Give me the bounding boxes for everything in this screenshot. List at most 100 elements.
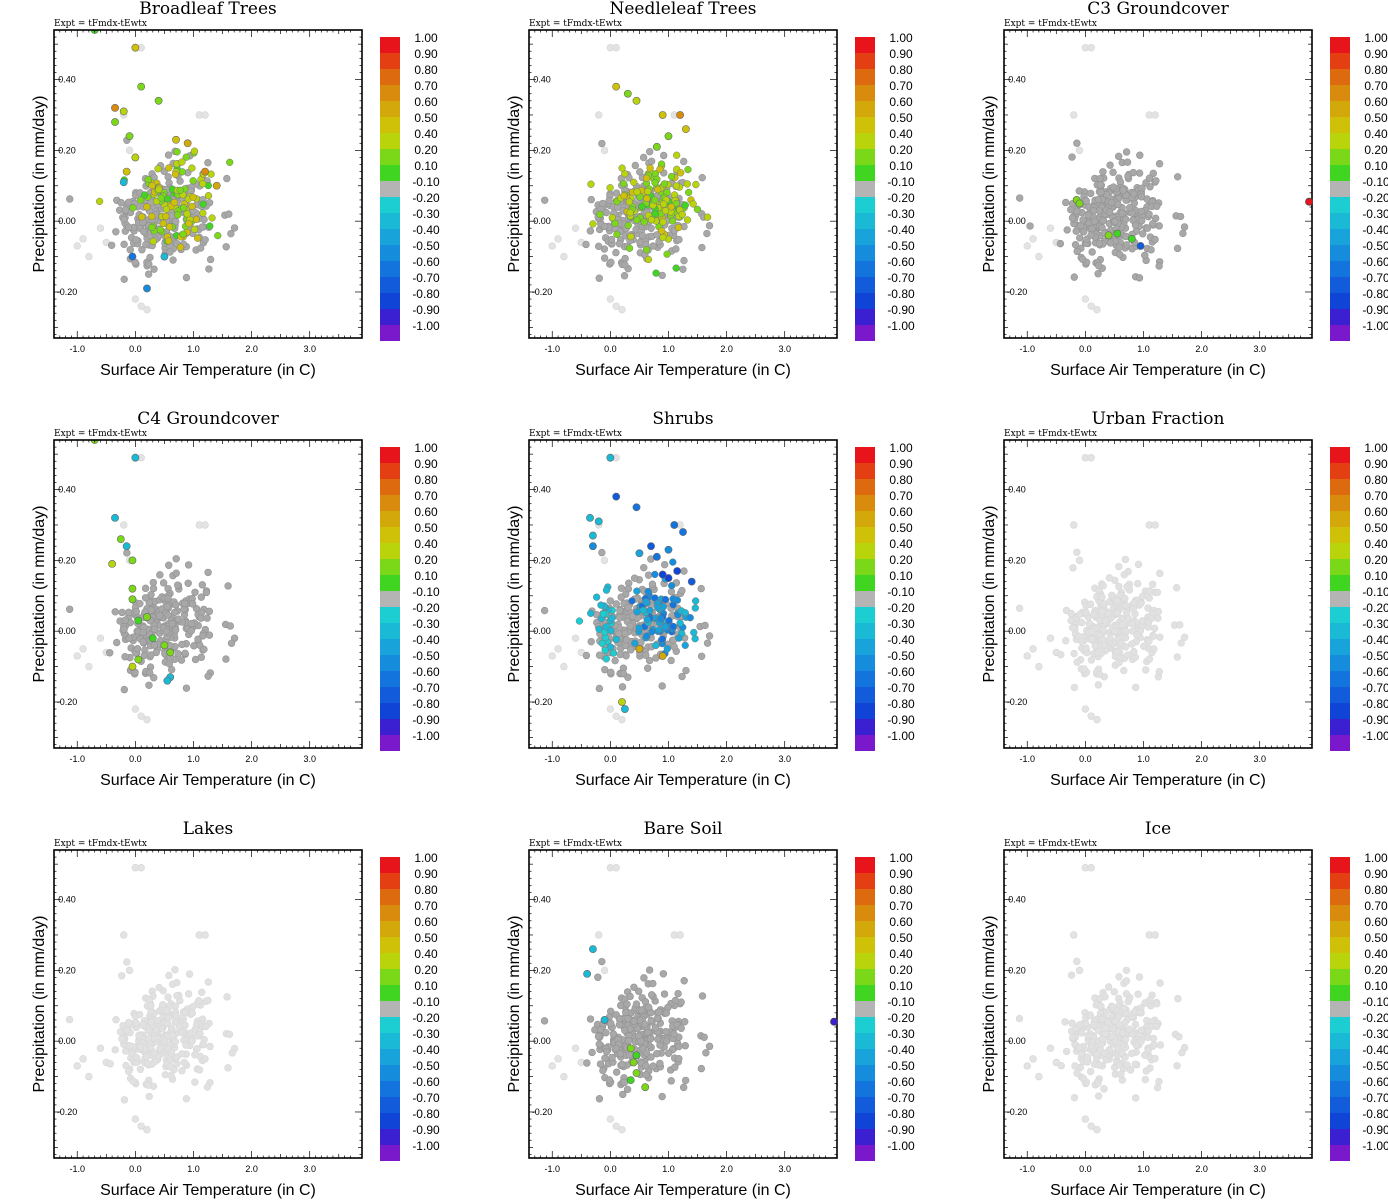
colorbar-label: 0.60	[1364, 95, 1388, 109]
colorbar-swatch	[380, 543, 400, 559]
data-point	[1117, 639, 1125, 647]
colorbar-label: -0.50	[1362, 649, 1388, 663]
data-point	[602, 655, 610, 663]
y-tick-label: -0.20	[57, 287, 78, 297]
data-point	[222, 243, 230, 251]
colorbar-swatch	[1330, 309, 1350, 325]
data-point	[703, 639, 712, 647]
colorbar-label: -0.40	[412, 633, 440, 647]
data-point	[662, 1028, 670, 1036]
data-point	[1079, 228, 1088, 236]
colorbar-label: -0.10	[887, 585, 915, 599]
data-point	[639, 232, 647, 240]
data-point	[214, 232, 222, 240]
data-point	[660, 180, 669, 188]
data-point	[1173, 244, 1182, 253]
data-point	[191, 1078, 199, 1086]
x-tick-label: 1.0	[187, 754, 200, 764]
data-point	[192, 215, 200, 224]
data-point	[654, 185, 662, 194]
colorbar-swatch	[380, 133, 400, 149]
data-point	[125, 966, 134, 975]
data-point	[164, 151, 173, 159]
data-point	[674, 223, 683, 232]
y-tick-label: -0.20	[57, 1107, 78, 1117]
data-point	[1023, 652, 1031, 660]
colorbar-label: -0.50	[1362, 239, 1388, 253]
data-point	[595, 651, 604, 659]
data-point	[700, 1033, 708, 1041]
data-point	[663, 645, 671, 653]
data-point	[204, 568, 212, 577]
colorbar-label: -0.50	[887, 1059, 915, 1073]
data-point	[1155, 1077, 1163, 1086]
colorbar-label: 0.20	[414, 963, 438, 977]
colorbar-swatch	[1330, 53, 1350, 69]
colorbar-label: 0.70	[414, 899, 438, 913]
data-point	[206, 255, 215, 264]
data-point	[163, 1006, 171, 1015]
plot-frame	[53, 29, 363, 339]
panel-title: Urban Fraction	[1092, 409, 1225, 429]
x-tick-label: 3.0	[303, 1164, 316, 1174]
colorbar-label: 0.50	[414, 521, 438, 535]
data-point	[667, 656, 675, 665]
data-point	[621, 629, 629, 638]
data-point	[1125, 1025, 1133, 1033]
data-point	[1130, 599, 1139, 607]
data-point	[212, 181, 221, 190]
data-point	[702, 1049, 710, 1057]
data-point	[541, 196, 549, 204]
experiment-label: Expt = tFmdx-tEwtx	[54, 429, 147, 439]
data-point	[65, 1015, 74, 1024]
colorbar-label: -0.20	[1362, 191, 1388, 205]
data-point	[1057, 650, 1065, 659]
data-point	[206, 222, 214, 230]
data-point	[156, 571, 164, 579]
data-point	[658, 1092, 666, 1101]
colorbar-swatch	[380, 293, 400, 309]
colorbar-swatch	[855, 1081, 875, 1097]
data-point	[143, 305, 151, 314]
y-tick-label: 0.20	[1008, 555, 1026, 565]
data-point	[679, 528, 687, 536]
data-point	[624, 603, 632, 612]
data-point	[620, 192, 628, 200]
data-point	[1082, 608, 1090, 617]
x-axis-label: Surface Air Temperature (in C)	[100, 772, 316, 789]
points-layer	[540, 453, 714, 724]
data-point	[1094, 270, 1102, 278]
data-point	[164, 594, 172, 602]
data-point	[618, 164, 626, 172]
data-point	[145, 681, 153, 689]
data-point	[612, 248, 620, 257]
colorbar-label: -0.70	[1362, 681, 1388, 695]
colorbar-label: -0.80	[412, 697, 440, 711]
data-point	[108, 560, 117, 568]
data-point	[1080, 665, 1088, 673]
data-point	[1151, 111, 1159, 119]
data-point	[149, 237, 157, 245]
colorbar-label: -0.10	[1362, 175, 1388, 189]
colorbar-swatch	[855, 1033, 875, 1049]
colorbar-swatch	[380, 559, 400, 575]
data-point	[605, 1076, 614, 1084]
data-point	[598, 639, 606, 647]
data-point	[125, 146, 134, 155]
colorbar-swatch	[1330, 213, 1350, 229]
data-point	[118, 972, 126, 980]
data-point	[607, 258, 615, 267]
data-point	[597, 601, 605, 609]
data-point	[118, 1035, 126, 1043]
data-point	[1102, 1056, 1110, 1064]
data-point	[1070, 273, 1078, 281]
data-point	[1130, 190, 1138, 198]
data-point	[1075, 611, 1084, 619]
data-point	[1095, 586, 1103, 595]
data-point	[611, 219, 619, 228]
y-tick-label: 0.00	[58, 216, 76, 226]
data-point	[131, 1115, 140, 1123]
data-point	[675, 235, 683, 244]
data-point	[673, 151, 681, 159]
data-point	[129, 204, 137, 212]
